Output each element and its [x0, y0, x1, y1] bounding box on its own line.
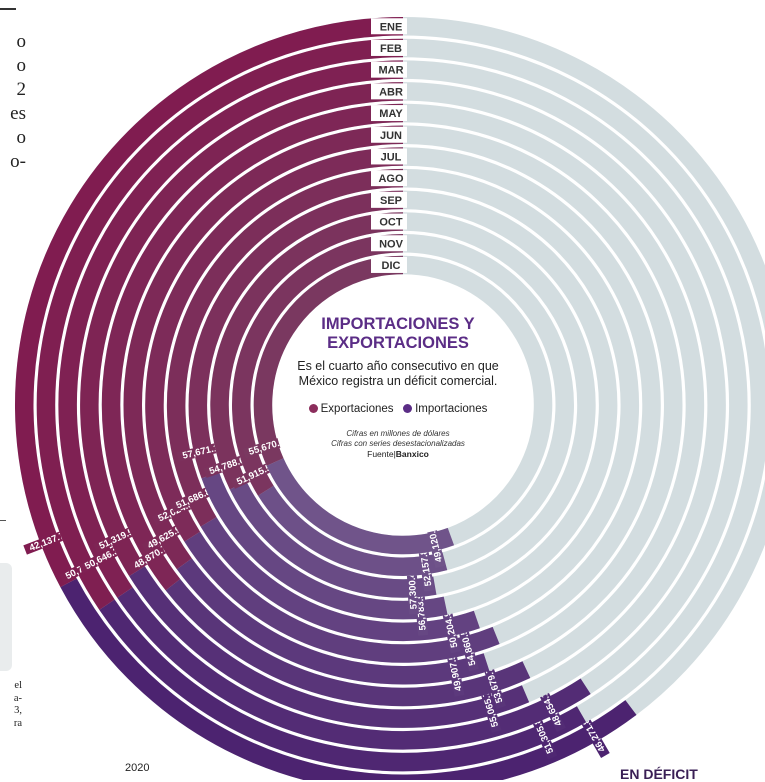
- chart-legend: Exportaciones Importaciones: [283, 403, 513, 415]
- month-label: ENE: [380, 21, 403, 33]
- ring-jun: [123, 125, 683, 685]
- month-label-bg: [371, 213, 407, 230]
- year-label: 2020: [125, 762, 150, 774]
- source-name: Banxico: [395, 449, 429, 459]
- legend-dot-importaciones: [403, 404, 413, 413]
- month-label-bg: [371, 148, 407, 165]
- bar-exportaciones: [232, 234, 404, 496]
- ring-nov: [231, 234, 574, 576]
- series-note: Cifras con series desestacionalizadas: [331, 439, 465, 448]
- ring-mar: [58, 60, 748, 750]
- bar-exportaciones: [188, 190, 404, 479]
- month-label-bg: [371, 105, 407, 122]
- month-label-bg: [371, 18, 407, 35]
- source-line: Fuente|Banxico: [283, 449, 513, 460]
- legend-label-importaciones: Importaciones: [415, 403, 488, 415]
- ring-sep: [188, 190, 618, 620]
- month-label: MAY: [379, 108, 403, 120]
- bar-importaciones: [229, 481, 437, 598]
- chart-center-block: IMPORTACIONES Y EXPORTACIONES Es el cuar…: [283, 315, 513, 460]
- legend-exportaciones: Exportaciones: [308, 403, 394, 415]
- ring-feb: [36, 38, 765, 772]
- side-text-column: o o 2 es o o-: [0, 30, 26, 174]
- legend-label-exportaciones: Exportaciones: [320, 403, 394, 415]
- bar-importaciones: [99, 599, 587, 772]
- legend-dot-exportaciones: [308, 404, 318, 413]
- ring-jul: [145, 147, 661, 663]
- source-label: Fuente|: [367, 449, 396, 459]
- bar-importaciones: [165, 579, 531, 707]
- month-label: NOV: [379, 238, 404, 250]
- ring-ene: [14, 17, 765, 780]
- bar-importaciones: [201, 472, 448, 620]
- next-section-heading: EN DÉFICIT: [620, 766, 698, 782]
- month-label-bg: [371, 126, 407, 143]
- month-label-bg: [371, 83, 407, 100]
- footnote-line: ra: [13, 717, 22, 729]
- month-label-bg: [371, 235, 407, 252]
- ring-dic: [253, 255, 553, 555]
- side-text-line: o: [16, 127, 27, 148]
- month-label: OCT: [379, 217, 403, 229]
- footnote-column: el a- 3, ra: [0, 680, 22, 730]
- chart-subtitle: Es el cuarto año consecutivo en que Méxi…: [297, 359, 499, 388]
- chart-title: IMPORTACIONES Y EXPORTACIONES: [321, 315, 475, 352]
- side-box: [0, 563, 12, 671]
- bar-exportaciones: [123, 125, 404, 570]
- center-disc: [273, 275, 533, 535]
- footnote-line: 3,: [14, 705, 22, 716]
- bar-exportaciones: [101, 103, 404, 591]
- bar-exportaciones: [210, 212, 404, 490]
- bar-importaciones: [200, 517, 480, 642]
- side-rule: [0, 8, 16, 10]
- bar-importaciones: [176, 558, 490, 685]
- side-divider: [0, 520, 6, 521]
- month-label: JUL: [381, 151, 402, 163]
- unit-note: Cifras en millones de dólares: [346, 429, 450, 438]
- bar-importaciones: [129, 566, 530, 728]
- bar-importaciones: [184, 531, 500, 663]
- bar-exportaciones: [58, 60, 404, 598]
- month-label: MAR: [378, 65, 403, 77]
- ring-may: [101, 103, 705, 707]
- bar-exportaciones: [15, 17, 404, 588]
- side-text-line: es: [10, 103, 26, 124]
- bar-importaciones: [117, 587, 591, 750]
- bar-exportaciones: [36, 38, 404, 610]
- month-label: FEB: [380, 43, 402, 55]
- month-label: DIC: [382, 260, 401, 272]
- ring-oct: [210, 212, 596, 598]
- month-label-bg: [371, 256, 407, 273]
- legend-importaciones: Importaciones: [403, 403, 487, 415]
- bar-importaciones: [257, 485, 448, 576]
- ring-abr: [80, 82, 726, 728]
- month-label-bg: [371, 170, 407, 187]
- month-label: SEP: [380, 195, 402, 207]
- month-label-bg: [371, 191, 407, 208]
- month-label-bg: [371, 61, 407, 78]
- month-label-bg: [371, 39, 407, 56]
- bar-exportaciones: [253, 255, 404, 466]
- side-text-line: o: [16, 31, 27, 52]
- bar-importaciones: [60, 578, 637, 780]
- side-text-line: 2: [16, 79, 27, 100]
- side-text-line: o-: [10, 151, 26, 172]
- month-label: AGO: [378, 173, 404, 185]
- month-label: JUN: [380, 130, 402, 142]
- footnote-line: el: [14, 680, 22, 691]
- side-text-line: o: [16, 55, 27, 76]
- bar-importaciones: [266, 458, 455, 555]
- footnote-line: a-: [13, 692, 22, 704]
- bar-exportaciones: [145, 147, 404, 542]
- value-importaciones-text: 57,300.40: [407, 567, 420, 610]
- month-label: ABR: [379, 86, 403, 98]
- bar-exportaciones: [80, 82, 404, 577]
